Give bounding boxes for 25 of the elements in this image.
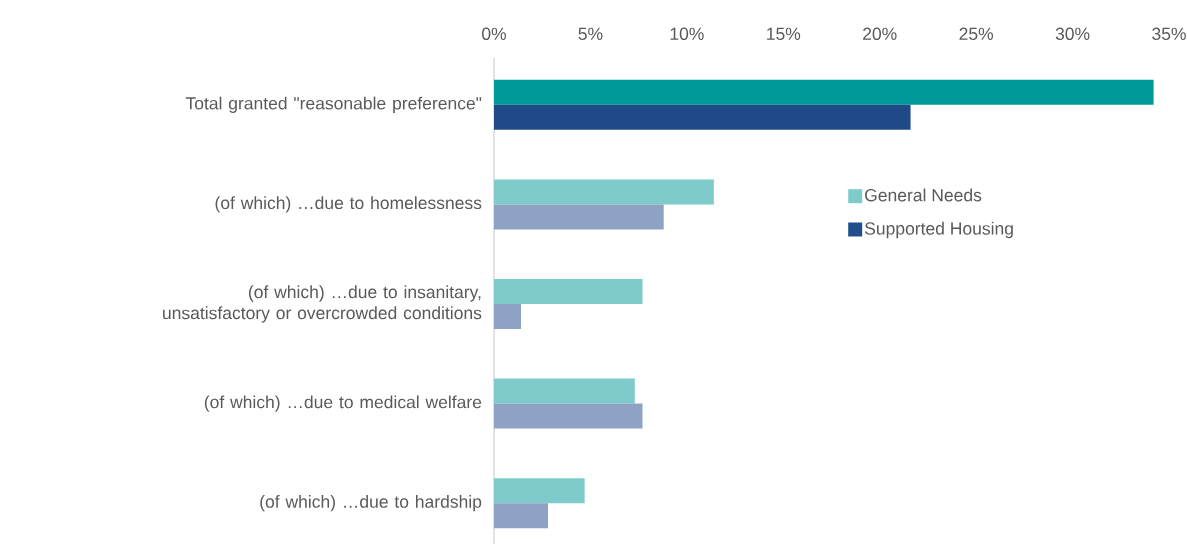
bar	[494, 478, 585, 504]
bar	[494, 104, 911, 130]
bar	[494, 179, 714, 205]
y-tick-label: (of which) …due to homelessness	[215, 196, 482, 213]
x-tick-label: 15%	[767, 27, 801, 40]
x-tick-label: 25%	[959, 27, 994, 40]
bar	[494, 204, 664, 230]
y-tick-label: (of which) …due to medical welfare	[204, 395, 482, 412]
bar	[494, 378, 635, 404]
x-tick-label: 35%	[1152, 27, 1186, 40]
legend-label: General Needs	[865, 188, 982, 202]
x-tick-label: 20%	[863, 27, 897, 40]
bar	[494, 303, 521, 329]
x-tick-label: 10%	[670, 27, 704, 40]
bar	[494, 79, 1154, 105]
y-tick-label: (of which) …due to hardship	[260, 495, 482, 512]
legend-label: Supported Housing	[864, 221, 1013, 239]
bar	[494, 278, 643, 304]
x-tick-label: 0%	[482, 27, 507, 40]
bar	[494, 403, 643, 429]
x-tick-label: 5%	[578, 27, 603, 40]
x-tick-label: 30%	[1055, 27, 1090, 40]
bar	[494, 503, 548, 529]
y-tick-label: (of which) …due to insanitary, unsatisfactory or overcrowded conditions	[163, 285, 482, 323]
y-tick-label: Total granted "reasonable preference"	[185, 96, 482, 113]
